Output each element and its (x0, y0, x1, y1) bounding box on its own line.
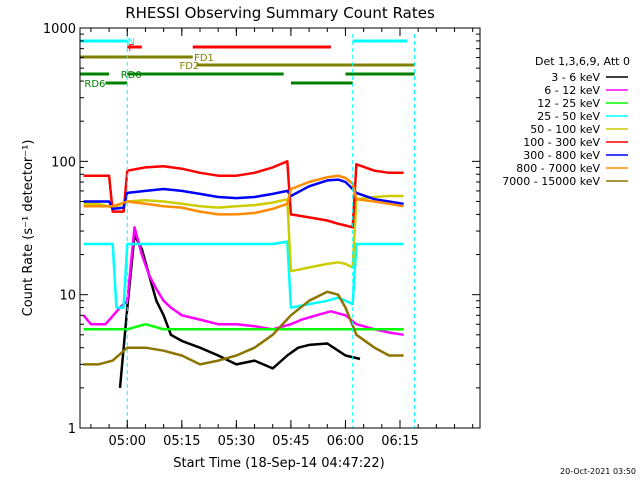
flag-label: FD1 (194, 53, 214, 64)
legend-entry-label: 50 - 100 keV (530, 123, 600, 136)
series-line (83, 160, 404, 229)
legend-entry-label: 100 - 300 keV (523, 136, 600, 149)
y-axis: 1 10 100 1000 (43, 22, 480, 437)
x-axis-label: Start Time (18-Sep-14 04:47:22) (173, 456, 384, 471)
footer-timestamp: 20-Oct-2021 03:50 (560, 467, 636, 476)
series-line (82, 226, 404, 337)
legend-entry-label: 3 - 6 keV (551, 71, 600, 84)
x-tick-label: 05:00 (109, 434, 146, 449)
legend-entry-label: 7000 - 15000 keV (502, 175, 600, 188)
flag-label: F (128, 43, 134, 54)
series-line (83, 174, 404, 216)
chart-title: RHESSI Observing Summary Count Rates (125, 4, 435, 22)
flag-label: FD2 (180, 61, 200, 72)
legend-entry-label: 25 - 50 keV (537, 110, 600, 123)
y-axis-label: Count Rate (s⁻¹ detector⁻¹) (21, 140, 36, 317)
x-axis: 05:00 05:15 05:30 05:45 06:00 06:15 (90, 28, 474, 449)
x-tick-label: 06:00 (327, 434, 364, 449)
legend-entry-label: 12 - 25 keV (537, 97, 600, 110)
x-tick-label: 05:15 (163, 434, 200, 449)
y-tick-label: 100 (51, 155, 76, 170)
vertical-markers (126, 34, 416, 428)
series-line (83, 240, 404, 309)
x-tick-label: 05:45 (272, 434, 309, 449)
flag-label: RD0 (121, 70, 142, 81)
legend-entry-label: 800 - 7000 keV (516, 162, 600, 175)
series-line (118, 233, 361, 389)
legend-title: Det 1,3,6,9, Att 0 (535, 55, 630, 68)
flag-label: RD6 (84, 79, 105, 90)
x-tick-label: 06:15 (381, 434, 418, 449)
series-line (83, 194, 404, 273)
flag-label: N (128, 37, 135, 48)
y-tick-label: 1 (68, 422, 76, 437)
series-line (83, 290, 404, 366)
y-tick-label: 10 (59, 289, 76, 304)
plot-frame (79, 27, 481, 429)
legend-entry-label: 300 - 800 keV (523, 149, 600, 162)
x-tick-label: 05:30 (218, 434, 255, 449)
data-series (82, 160, 404, 389)
y-tick-label: 1000 (43, 22, 76, 37)
legend-entry-label: 6 - 12 keV (544, 84, 600, 97)
